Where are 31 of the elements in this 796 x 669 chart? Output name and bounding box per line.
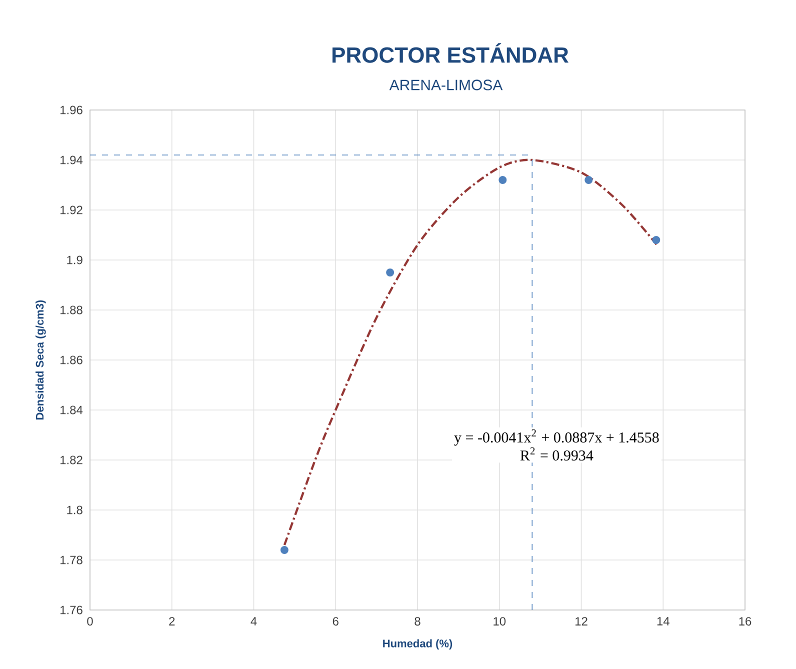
y-tick-label: 1.76	[60, 606, 82, 614]
point	[652, 236, 660, 244]
x-tick-label: 16	[739, 617, 752, 626]
point	[386, 268, 394, 276]
annotation: y = -0.0041x$^{2}$ + 0.0887x + 1.4558	[454, 429, 659, 446]
y-tick-label: 1.88	[60, 306, 82, 314]
x-tick-label: 12	[575, 617, 588, 626]
x-tick-label: 2	[169, 617, 175, 626]
y-tick-label: 1.84	[60, 406, 83, 414]
y-tick-label: 1.8	[67, 506, 82, 514]
x-tick-label: 6	[332, 617, 338, 626]
annotation: R$^{2}$ = 0.9934	[520, 447, 594, 461]
point	[498, 176, 507, 184]
y-tick-label: 1.78	[60, 556, 82, 564]
x-tick-label: 4	[250, 617, 257, 626]
x-tick-label: 0	[87, 617, 93, 626]
x-axis-title: Humedad (%)	[383, 639, 452, 650]
point	[280, 546, 288, 554]
y-tick-label: 1.86	[60, 356, 82, 364]
x-tick-label: 8	[414, 617, 420, 626]
y-tick-label: 1.92	[60, 206, 82, 214]
chart-subtitle: ARENA-LIMOSA	[389, 80, 503, 90]
x-tick-label: 14	[657, 617, 670, 626]
y-axis-title: Densidad Seca (g/cm3)	[36, 300, 46, 420]
x-tick-label: 10	[494, 617, 506, 626]
y-tick-label: 1.82	[60, 456, 82, 464]
y-tick-label: 1.94	[60, 156, 83, 164]
point	[584, 176, 593, 184]
y-tick-label: 1.9	[67, 256, 82, 264]
y-tick-label: 1.96	[60, 106, 82, 114]
chart-title: PROCTOR ESTÁNDAR	[332, 43, 568, 63]
